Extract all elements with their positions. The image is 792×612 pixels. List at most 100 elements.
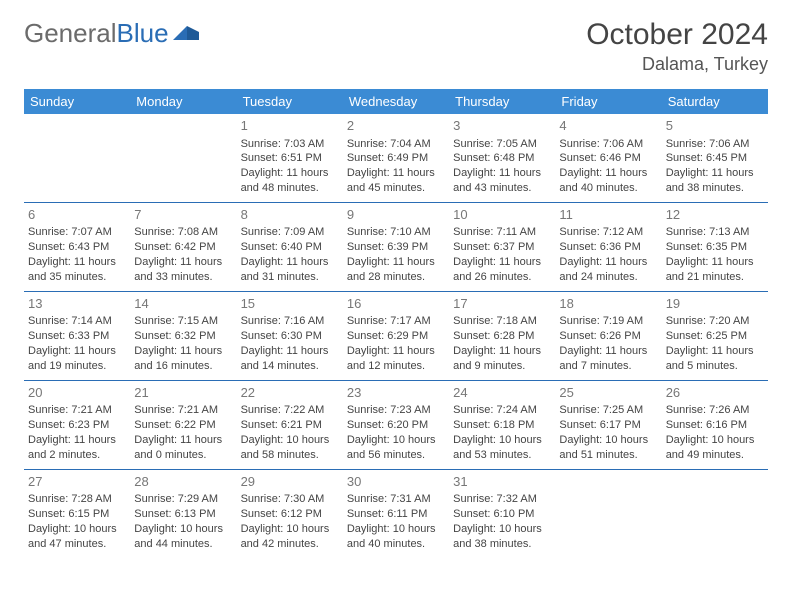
- logo: GeneralBlue: [24, 18, 201, 49]
- sunrise-text: Sunrise: 7:32 AM: [453, 492, 551, 507]
- calendar-cell: 9Sunrise: 7:10 AMSunset: 6:39 PMDaylight…: [343, 202, 449, 291]
- daylight-text: Daylight: 11 hours and 5 minutes.: [666, 344, 764, 374]
- day-number: 9: [347, 206, 445, 224]
- sunrise-text: Sunrise: 7:22 AM: [241, 403, 339, 418]
- weekday-header: Tuesday: [237, 89, 343, 114]
- day-number: 19: [666, 295, 764, 313]
- month-title: October 2024: [586, 18, 768, 52]
- calendar-row: 6Sunrise: 7:07 AMSunset: 6:43 PMDaylight…: [24, 202, 768, 291]
- weekday-header: Monday: [130, 89, 236, 114]
- daylight-text: Daylight: 10 hours and 40 minutes.: [347, 522, 445, 552]
- sunrise-text: Sunrise: 7:08 AM: [134, 225, 232, 240]
- sunrise-text: Sunrise: 7:03 AM: [241, 137, 339, 152]
- calendar-cell: 6Sunrise: 7:07 AMSunset: 6:43 PMDaylight…: [24, 202, 130, 291]
- daylight-text: Daylight: 11 hours and 9 minutes.: [453, 344, 551, 374]
- calendar-cell: 13Sunrise: 7:14 AMSunset: 6:33 PMDayligh…: [24, 291, 130, 380]
- sunset-text: Sunset: 6:21 PM: [241, 418, 339, 433]
- sunset-text: Sunset: 6:16 PM: [666, 418, 764, 433]
- sunset-text: Sunset: 6:22 PM: [134, 418, 232, 433]
- calendar-cell: 2Sunrise: 7:04 AMSunset: 6:49 PMDaylight…: [343, 114, 449, 202]
- calendar-cell: [24, 114, 130, 202]
- sunrise-text: Sunrise: 7:13 AM: [666, 225, 764, 240]
- sunrise-text: Sunrise: 7:21 AM: [134, 403, 232, 418]
- calendar-cell: 14Sunrise: 7:15 AMSunset: 6:32 PMDayligh…: [130, 291, 236, 380]
- sunset-text: Sunset: 6:40 PM: [241, 240, 339, 255]
- sunset-text: Sunset: 6:32 PM: [134, 329, 232, 344]
- sunset-text: Sunset: 6:15 PM: [28, 507, 126, 522]
- daylight-text: Daylight: 11 hours and 28 minutes.: [347, 255, 445, 285]
- sunset-text: Sunset: 6:46 PM: [559, 151, 657, 166]
- sunrise-text: Sunrise: 7:15 AM: [134, 314, 232, 329]
- sunset-text: Sunset: 6:13 PM: [134, 507, 232, 522]
- sunrise-text: Sunrise: 7:09 AM: [241, 225, 339, 240]
- day-number: 26: [666, 384, 764, 402]
- day-number: 24: [453, 384, 551, 402]
- daylight-text: Daylight: 11 hours and 48 minutes.: [241, 166, 339, 196]
- sunset-text: Sunset: 6:25 PM: [666, 329, 764, 344]
- sunset-text: Sunset: 6:43 PM: [28, 240, 126, 255]
- day-number: 3: [453, 117, 551, 135]
- day-number: 12: [666, 206, 764, 224]
- day-number: 25: [559, 384, 657, 402]
- day-number: 28: [134, 473, 232, 491]
- calendar-cell: 10Sunrise: 7:11 AMSunset: 6:37 PMDayligh…: [449, 202, 555, 291]
- calendar-cell: 1Sunrise: 7:03 AMSunset: 6:51 PMDaylight…: [237, 114, 343, 202]
- sunrise-text: Sunrise: 7:29 AM: [134, 492, 232, 507]
- sunset-text: Sunset: 6:37 PM: [453, 240, 551, 255]
- sunset-text: Sunset: 6:39 PM: [347, 240, 445, 255]
- calendar-row: 27Sunrise: 7:28 AMSunset: 6:15 PMDayligh…: [24, 469, 768, 557]
- calendar-body: 1Sunrise: 7:03 AMSunset: 6:51 PMDaylight…: [24, 114, 768, 558]
- sunset-text: Sunset: 6:10 PM: [453, 507, 551, 522]
- day-number: 7: [134, 206, 232, 224]
- calendar-cell: 18Sunrise: 7:19 AMSunset: 6:26 PMDayligh…: [555, 291, 661, 380]
- daylight-text: Daylight: 11 hours and 14 minutes.: [241, 344, 339, 374]
- calendar-cell: 20Sunrise: 7:21 AMSunset: 6:23 PMDayligh…: [24, 380, 130, 469]
- sunset-text: Sunset: 6:48 PM: [453, 151, 551, 166]
- day-number: 11: [559, 206, 657, 224]
- daylight-text: Daylight: 11 hours and 12 minutes.: [347, 344, 445, 374]
- daylight-text: Daylight: 11 hours and 16 minutes.: [134, 344, 232, 374]
- sunset-text: Sunset: 6:20 PM: [347, 418, 445, 433]
- day-number: 30: [347, 473, 445, 491]
- calendar-cell: 4Sunrise: 7:06 AMSunset: 6:46 PMDaylight…: [555, 114, 661, 202]
- day-number: 31: [453, 473, 551, 491]
- calendar-cell: 16Sunrise: 7:17 AMSunset: 6:29 PMDayligh…: [343, 291, 449, 380]
- daylight-text: Daylight: 11 hours and 43 minutes.: [453, 166, 551, 196]
- calendar-cell: 11Sunrise: 7:12 AMSunset: 6:36 PMDayligh…: [555, 202, 661, 291]
- sunrise-text: Sunrise: 7:31 AM: [347, 492, 445, 507]
- calendar-cell: 29Sunrise: 7:30 AMSunset: 6:12 PMDayligh…: [237, 469, 343, 557]
- calendar-row: 1Sunrise: 7:03 AMSunset: 6:51 PMDaylight…: [24, 114, 768, 202]
- sunset-text: Sunset: 6:35 PM: [666, 240, 764, 255]
- daylight-text: Daylight: 11 hours and 19 minutes.: [28, 344, 126, 374]
- calendar-cell: 15Sunrise: 7:16 AMSunset: 6:30 PMDayligh…: [237, 291, 343, 380]
- daylight-text: Daylight: 11 hours and 45 minutes.: [347, 166, 445, 196]
- location: Dalama, Turkey: [586, 54, 768, 75]
- sunset-text: Sunset: 6:49 PM: [347, 151, 445, 166]
- calendar-cell: 8Sunrise: 7:09 AMSunset: 6:40 PMDaylight…: [237, 202, 343, 291]
- sunrise-text: Sunrise: 7:10 AM: [347, 225, 445, 240]
- sunrise-text: Sunrise: 7:07 AM: [28, 225, 126, 240]
- weekday-header: Friday: [555, 89, 661, 114]
- sunrise-text: Sunrise: 7:16 AM: [241, 314, 339, 329]
- sunset-text: Sunset: 6:26 PM: [559, 329, 657, 344]
- daylight-text: Daylight: 11 hours and 0 minutes.: [134, 433, 232, 463]
- logo-text-gray: General: [24, 18, 117, 49]
- sunrise-text: Sunrise: 7:23 AM: [347, 403, 445, 418]
- day-number: 5: [666, 117, 764, 135]
- calendar-cell: [130, 114, 236, 202]
- calendar-cell: 26Sunrise: 7:26 AMSunset: 6:16 PMDayligh…: [662, 380, 768, 469]
- sunset-text: Sunset: 6:30 PM: [241, 329, 339, 344]
- calendar-cell: [662, 469, 768, 557]
- calendar-cell: 27Sunrise: 7:28 AMSunset: 6:15 PMDayligh…: [24, 469, 130, 557]
- calendar-cell: 5Sunrise: 7:06 AMSunset: 6:45 PMDaylight…: [662, 114, 768, 202]
- daylight-text: Daylight: 10 hours and 51 minutes.: [559, 433, 657, 463]
- weekday-header: Thursday: [449, 89, 555, 114]
- sunset-text: Sunset: 6:28 PM: [453, 329, 551, 344]
- sunrise-text: Sunrise: 7:30 AM: [241, 492, 339, 507]
- logo-text-blue: Blue: [117, 18, 169, 49]
- sunset-text: Sunset: 6:11 PM: [347, 507, 445, 522]
- calendar-cell: 25Sunrise: 7:25 AMSunset: 6:17 PMDayligh…: [555, 380, 661, 469]
- day-number: 23: [347, 384, 445, 402]
- sunrise-text: Sunrise: 7:28 AM: [28, 492, 126, 507]
- sunset-text: Sunset: 6:23 PM: [28, 418, 126, 433]
